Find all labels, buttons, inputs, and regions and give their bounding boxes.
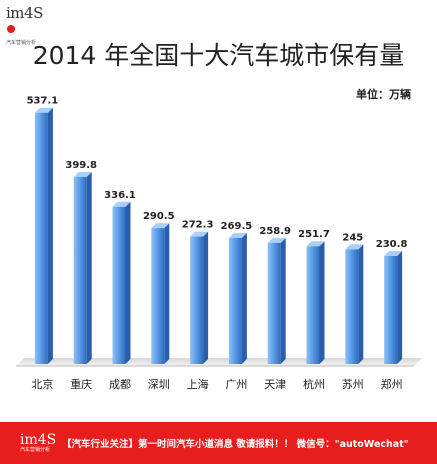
- x-tick-label: 杭州: [303, 377, 325, 391]
- x-tick-label: 郑州: [381, 377, 403, 391]
- bar-top: [267, 237, 286, 243]
- bar-side: [319, 241, 325, 364]
- data-label: 272.3: [182, 220, 214, 231]
- bar-side: [125, 201, 131, 364]
- bar-top: [151, 223, 170, 229]
- footer-brand: im4S: [20, 432, 57, 448]
- x-tick-label: 广州: [225, 378, 247, 391]
- data-label: 230.8: [376, 239, 408, 250]
- logo-tagline: 汽车营销分析: [6, 40, 37, 46]
- x-tick-label: 上海: [187, 377, 209, 391]
- x-tick-label: 重庆: [70, 377, 92, 391]
- bar-side: [241, 232, 247, 364]
- bar-top: [112, 201, 131, 207]
- bar-side: [164, 223, 170, 364]
- data-label: 251.7: [298, 229, 330, 240]
- x-tick-label: 苏州: [342, 378, 364, 391]
- bar-top: [306, 241, 325, 247]
- bar-top: [190, 231, 209, 237]
- data-label: 399.8: [65, 160, 97, 171]
- data-label: 290.5: [143, 211, 175, 222]
- bar-top: [228, 232, 247, 238]
- brand-logo: im4S 汽车营销分析: [6, 4, 50, 46]
- bar: [345, 249, 359, 364]
- bar-side: [86, 171, 92, 364]
- data-label: 336.1: [104, 190, 136, 201]
- bar-side: [397, 251, 403, 364]
- bar-top: [73, 171, 92, 177]
- bar: [306, 246, 320, 364]
- x-tick-label: 北京: [31, 377, 53, 391]
- bar-top: [34, 107, 53, 113]
- logo-brand: im4S: [6, 4, 43, 22]
- bar-side: [280, 237, 286, 364]
- data-label: 258.9: [259, 226, 291, 237]
- x-tick-label: 深圳: [148, 378, 170, 391]
- bar-chart: 537.1 北京 399.8 重庆 336.1 成都 290.5 深圳 272.3 上海 269.5…: [16, 96, 422, 391]
- bar-top: [384, 251, 403, 257]
- unit-label: 单位：万辆: [356, 88, 411, 101]
- bar: [151, 228, 165, 364]
- bar: [34, 112, 48, 364]
- bar-side: [47, 107, 53, 364]
- data-label: 537.1: [27, 96, 59, 107]
- bar-side: [358, 244, 364, 364]
- footer-logo: im4S 汽车营销分析: [20, 432, 56, 453]
- logo-dot-icon: [7, 25, 15, 33]
- bar: [73, 176, 87, 364]
- x-tick-label: 成都: [109, 378, 131, 391]
- footer-tagline: 汽车营销分析: [20, 447, 51, 453]
- footer-banner: im4S 汽车营销分析 【汽车行业关注】第一时间汽车小道消息 敬请报料！！ 微信…: [0, 422, 437, 464]
- footer-text: 【汽车行业关注】第一时间汽车小道消息 敬请报料！！ 微信号："autoWecha…: [62, 439, 409, 450]
- bar: [267, 242, 281, 364]
- chart-title: 2014 年全国十大汽车城市保有量: [32, 41, 405, 70]
- bar: [228, 237, 242, 364]
- bar: [190, 236, 204, 364]
- data-label: 245: [342, 232, 363, 243]
- bar-top: [345, 244, 364, 250]
- data-label: 269.5: [221, 221, 253, 232]
- bar-side: [203, 231, 209, 364]
- bar: [112, 206, 126, 364]
- bar: [384, 256, 398, 364]
- x-tick-label: 天津: [264, 378, 286, 391]
